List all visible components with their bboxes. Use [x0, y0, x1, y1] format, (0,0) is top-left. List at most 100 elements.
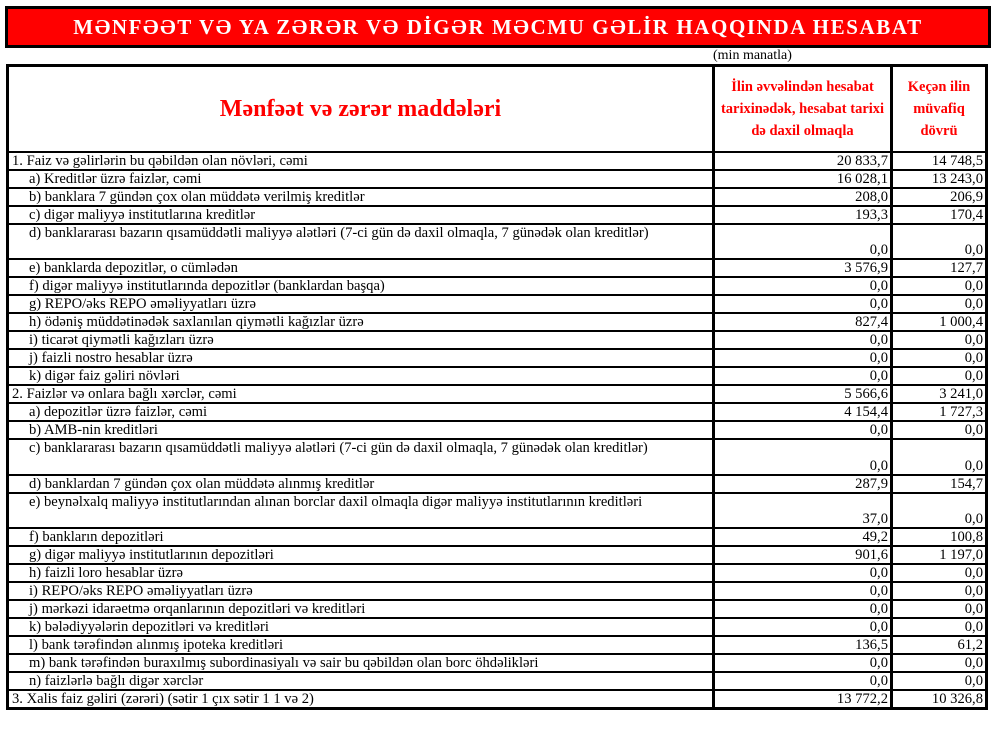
current-period-value: 0,0 [712, 330, 893, 350]
row-label: g) digər maliyyə institutlarının depozit… [6, 545, 715, 565]
row-label: k) digər faiz gəliri növləri [6, 366, 715, 386]
previous-period-value: 206,9 [890, 186, 988, 207]
previous-period-value: 0,0 [890, 438, 988, 476]
current-period-value: 0,0 [712, 653, 893, 673]
table-row: n) faizlərlə bağlı digər xərclər 0,0 0,0 [6, 671, 988, 691]
previous-period-value: 0,0 [890, 222, 988, 260]
current-period-value: 287,9 [712, 473, 893, 494]
row-label: k) bələdiyyələrin depozitləri və kreditl… [6, 617, 715, 637]
row-label: g) REPO/əks REPO əməliyyatları üzrə [6, 294, 715, 314]
row-label: l) bank tərəfindən alınmış ipoteka kredi… [6, 635, 715, 655]
section-row: 2. Faizlər və onlara bağlı xərclər, cəmi… [6, 384, 988, 404]
unit-label: (min manatla) [713, 48, 792, 63]
previous-period-value: 0,0 [890, 366, 988, 386]
previous-period-value: 0,0 [890, 599, 988, 619]
row-label: c) banklararası bazarın qısamüddətli mal… [6, 438, 715, 476]
previous-period-value: 0,0 [890, 420, 988, 440]
row-label: 3. Xalis faiz gəliri (zərəri) (sətir 1 ç… [6, 689, 715, 710]
row-label: 1. Faiz və gəlirlərin bu qəbildən olan n… [6, 150, 715, 171]
current-period-value: 49,2 [712, 527, 893, 547]
section-row: 1. Faiz və gəlirlərin bu qəbildən olan n… [6, 150, 988, 171]
table-row: e) beynəlxalq maliyyə institutlarından a… [6, 491, 988, 529]
previous-period-value: 13 243,0 [890, 168, 988, 189]
row-label: m) bank tərəfindən buraxılmış subordinas… [6, 653, 715, 673]
table-row: h) ödəniş müddətinədək saxlanılan qiymət… [6, 312, 988, 332]
current-period-value: 5 566,6 [712, 384, 893, 404]
table-row: j) mərkəzi idarəetmə orqanlarının depozi… [6, 599, 988, 619]
current-period-value: 3 576,9 [712, 258, 893, 278]
header-items: Mənfəət və zərər maddələri [6, 64, 715, 153]
row-label: i) ticarət qiymətli kağızları üzrə [6, 330, 715, 350]
row-label: j) faizli nostro hesablar üzrə [6, 348, 715, 368]
row-label: f) bankların depozitləri [6, 527, 715, 547]
table-row: d) banklararası bazarın qısamüddətli mal… [6, 222, 988, 260]
previous-period-value: 0,0 [890, 491, 988, 529]
row-label: h) ödəniş müddətinədək saxlanılan qiymət… [6, 312, 715, 332]
current-period-value: 136,5 [712, 635, 893, 655]
table-row: l) bank tərəfindən alınmış ipoteka kredi… [6, 635, 988, 655]
table-row: i) REPO/əks REPO əməliyyatları üzrə 0,0 0,… [6, 581, 988, 601]
previous-period-value: 1 000,4 [890, 312, 988, 332]
table-row: k) digər faiz gəliri növləri 0,0 0,0 [6, 366, 988, 386]
current-period-value: 0,0 [712, 366, 893, 386]
current-period-value: 13 772,2 [712, 689, 893, 710]
current-period-value: 901,6 [712, 545, 893, 565]
previous-period-value: 0,0 [890, 276, 988, 296]
current-period-value: 208,0 [712, 186, 893, 207]
table-row: m) bank tərəfindən buraxılmış subordinas… [6, 653, 988, 673]
income-statement-table: Mənfəət və zərər maddələri İlin əvvəlind… [6, 64, 988, 710]
previous-period-value: 0,0 [890, 348, 988, 368]
current-period-value: 0,0 [712, 581, 893, 601]
row-label: d) banklardan 7 gündən çox olan müddətə … [6, 473, 715, 494]
table-row: g) digər maliyyə institutlarının depozit… [6, 545, 988, 565]
previous-period-value: 0,0 [890, 563, 988, 583]
previous-period-value: 0,0 [890, 330, 988, 350]
table-row: a) Kreditlər üzrə faizlər, cəmi 16 028,1 1… [6, 168, 988, 189]
previous-period-value: 14 748,5 [890, 150, 988, 171]
table-row: c) digər maliyyə institutlarına kreditlə… [6, 204, 988, 225]
table-row: g) REPO/əks REPO əməliyyatları üzrə 0,0 0,… [6, 294, 988, 314]
current-period-value: 0,0 [712, 276, 893, 296]
header-previous-period: Keçən ilin müvafiq dövrü [890, 64, 988, 153]
current-period-value: 827,4 [712, 312, 893, 332]
row-label: f) digər maliyyə institutlarında depozit… [6, 276, 715, 296]
current-period-value: 0,0 [712, 348, 893, 368]
current-period-value: 37,0 [712, 491, 893, 529]
table-row: d) banklardan 7 gündən çox olan müddətə … [6, 473, 988, 494]
previous-period-value: 10 326,8 [890, 689, 988, 710]
current-period-value: 0,0 [712, 563, 893, 583]
previous-period-value: 0,0 [890, 617, 988, 637]
previous-period-value: 1 727,3 [890, 402, 988, 422]
current-period-value: 0,0 [712, 294, 893, 314]
row-label: d) banklararası bazarın qısamüddətli mal… [6, 222, 715, 260]
current-period-value: 0,0 [712, 617, 893, 637]
previous-period-value: 0,0 [890, 653, 988, 673]
table-body: 1. Faiz və gəlirlərin bu qəbildən olan n… [6, 150, 988, 710]
previous-period-value: 127,7 [890, 258, 988, 278]
current-period-value: 0,0 [712, 420, 893, 440]
row-label: e) beynəlxalq maliyyə institutlarından a… [6, 491, 715, 529]
row-label: h) faizli loro hesablar üzrə [6, 563, 715, 583]
previous-period-value: 0,0 [890, 294, 988, 314]
table-row: b) AMB-nin kreditləri 0,0 0,0 [6, 420, 988, 440]
table-row: j) faizli nostro hesablar üzrə 0,0 0,0 [6, 348, 988, 368]
section-row: 3. Xalis faiz gəliri (zərəri) (sətir 1 ç… [6, 689, 988, 710]
current-period-value: 0,0 [712, 438, 893, 476]
row-label: e) banklarda depozitlər, o cümlədən [6, 258, 715, 278]
current-period-value: 193,3 [712, 204, 893, 225]
previous-period-value: 61,2 [890, 635, 988, 655]
previous-period-value: 170,4 [890, 204, 988, 225]
previous-period-value: 100,8 [890, 527, 988, 547]
table-row: a) depozitlər üzrə faizlər, cəmi 4 154,4 1… [6, 402, 988, 422]
table-row: f) bankların depozitləri 49,2 100,8 [6, 527, 988, 547]
row-label: a) depozitlər üzrə faizlər, cəmi [6, 402, 715, 422]
previous-period-value: 0,0 [890, 581, 988, 601]
table-row: b) banklara 7 gündən çox olan müddətə ve… [6, 186, 988, 207]
table-row: f) digər maliyyə institutlarında depozit… [6, 276, 988, 296]
row-label: a) Kreditlər üzrə faizlər, cəmi [6, 168, 715, 189]
row-label: j) mərkəzi idarəetmə orqanlarının depozi… [6, 599, 715, 619]
previous-period-value: 3 241,0 [890, 384, 988, 404]
row-label: 2. Faizlər və onlara bağlı xərclər, cəmi [6, 384, 715, 404]
header-current-period: İlin əvvəlindən hesabat tarixinədək, hes… [712, 64, 893, 153]
current-period-value: 4 154,4 [712, 402, 893, 422]
